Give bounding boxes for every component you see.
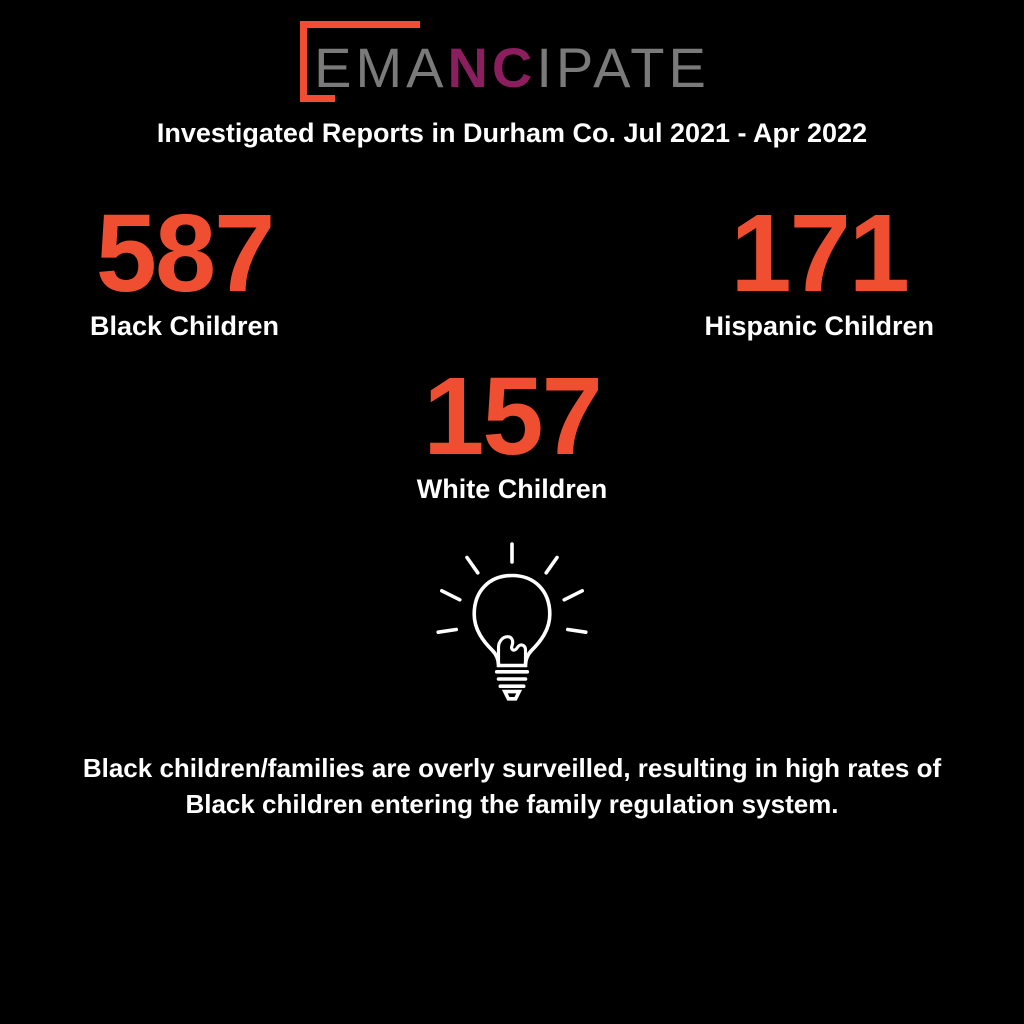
stat-hispanic-children: 171 Hispanic Children — [704, 199, 934, 342]
logo-part3: IPATE — [536, 36, 710, 99]
logo: EMANCIPATE — [314, 35, 710, 100]
infographic-container: EMANCIPATE Investigated Reports in Durha… — [0, 0, 1024, 1024]
lightbulb-icon-container — [422, 535, 602, 720]
stat-label: Hispanic Children — [704, 311, 934, 342]
footer-text: Black children/families are overly surve… — [0, 750, 1024, 823]
stat-label: Black Children — [90, 311, 279, 342]
stat-black-children: 587 Black Children — [90, 199, 279, 342]
stat-number: 587 — [96, 199, 274, 309]
subtitle: Investigated Reports in Durham Co. Jul 2… — [157, 118, 867, 149]
lightbulb-icon — [422, 535, 602, 715]
stat-label: White Children — [417, 474, 608, 505]
logo-bracket-top — [300, 21, 420, 101]
logo-bracket-bottom — [300, 95, 335, 102]
stats-row-top: 587 Black Children 171 Hispanic Children — [0, 199, 1024, 342]
stat-white-children: 157 White Children — [417, 362, 608, 505]
logo-part2: NC — [447, 36, 536, 99]
stat-number: 171 — [730, 199, 908, 309]
stat-number: 157 — [423, 362, 601, 472]
